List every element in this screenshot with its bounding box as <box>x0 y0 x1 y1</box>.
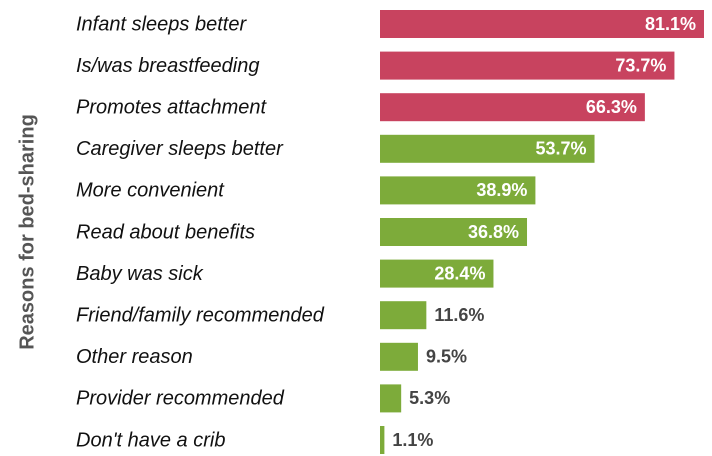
category-label: Baby was sick <box>76 263 204 285</box>
category-label: Friend/family recommended <box>76 304 325 326</box>
category-label: Other reason <box>76 346 193 368</box>
category-label: More convenient <box>76 180 225 202</box>
bar <box>380 426 385 454</box>
bar <box>380 51 675 80</box>
value-label: 1.1% <box>392 430 433 450</box>
category-label: Infant sleeps better <box>76 13 247 35</box>
bar <box>380 218 528 246</box>
value-label: 38.9% <box>476 180 527 200</box>
category-label: Promotes attachment <box>76 96 268 118</box>
value-label: 11.6% <box>434 305 484 325</box>
value-label: 5.3% <box>409 388 450 408</box>
category-label: Don't have a crib <box>76 429 225 451</box>
bar <box>380 134 595 163</box>
value-label: 9.5% <box>426 347 467 367</box>
category-label: Provider recommended <box>76 388 285 410</box>
bar <box>380 384 402 413</box>
bar <box>380 10 704 38</box>
value-label: 36.8% <box>468 222 519 242</box>
value-label: 73.7% <box>615 55 666 75</box>
category-label: Caregiver sleeps better <box>76 138 284 160</box>
bar <box>380 342 418 371</box>
bar <box>380 259 494 288</box>
y-axis-label: Reasons for bed-sharing <box>16 114 38 350</box>
value-label: 28.4% <box>434 263 485 283</box>
value-label: 81.1% <box>645 14 696 34</box>
value-label: 53.7% <box>535 139 586 159</box>
bar <box>380 301 427 330</box>
category-label: Read about benefits <box>76 221 255 243</box>
category-label: Is/was breastfeeding <box>76 55 259 77</box>
bar <box>380 93 645 122</box>
value-label: 66.3% <box>586 97 637 117</box>
bar <box>380 176 536 205</box>
